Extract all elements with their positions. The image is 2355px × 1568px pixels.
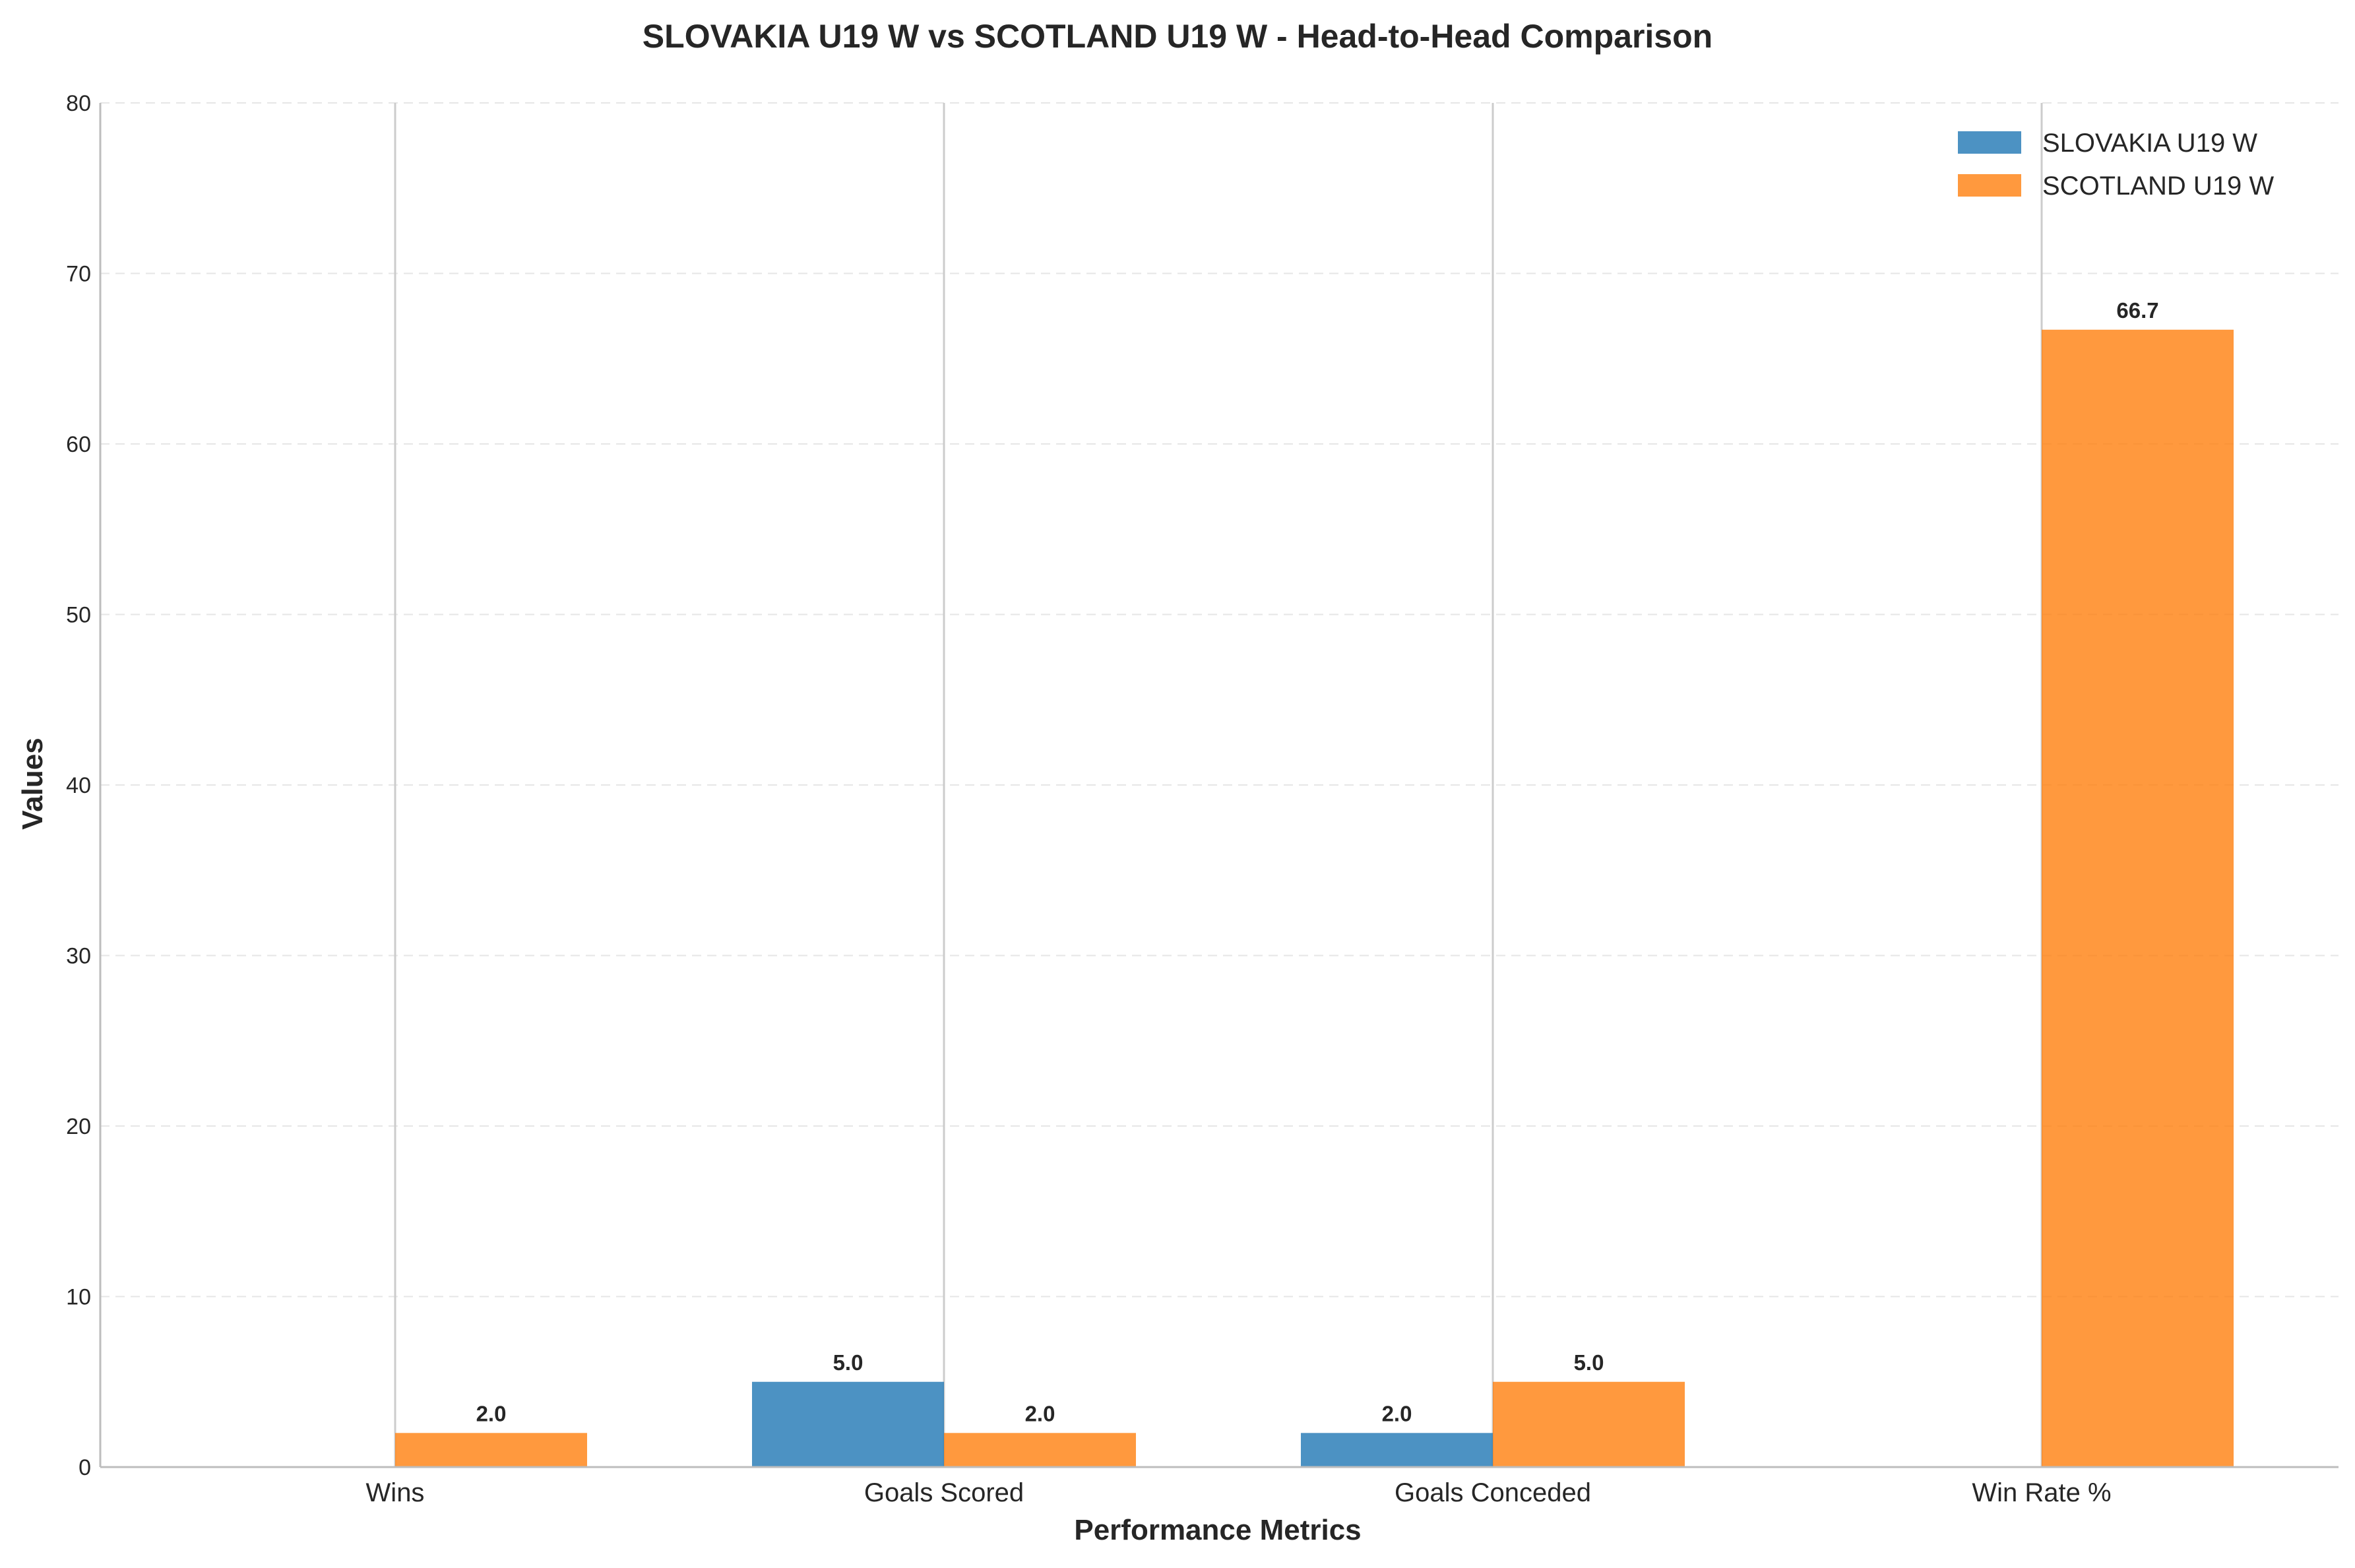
bar-1-2 bbox=[1493, 1381, 1685, 1467]
y-tick-label: 40 bbox=[66, 773, 91, 798]
x-tick-label: Goals Scored bbox=[864, 1478, 1024, 1507]
y-tick-label: 70 bbox=[66, 262, 91, 287]
data-label: 66.7 bbox=[2116, 298, 2158, 323]
data-label: 2.0 bbox=[476, 1401, 507, 1426]
chart-title: SLOVAKIA U19 W vs SCOTLAND U19 W - Head-… bbox=[643, 18, 1712, 55]
data-label: 2.0 bbox=[1382, 1401, 1412, 1426]
y-axis-title: Values bbox=[16, 737, 49, 829]
grid-layer bbox=[100, 102, 2339, 1298]
data-label: 2.0 bbox=[1025, 1401, 1055, 1426]
legend-label-slovakia: SLOVAKIA U19 W bbox=[2042, 129, 2257, 158]
legend-swatch-scotland bbox=[1958, 174, 2021, 197]
bar-0-1 bbox=[752, 1381, 944, 1467]
x-tick-label: Wins bbox=[366, 1478, 425, 1507]
bar-0-2 bbox=[1301, 1433, 1493, 1467]
y-tick-label: 20 bbox=[66, 1114, 91, 1139]
bar-1-1 bbox=[944, 1433, 1136, 1467]
y-tick-label: 60 bbox=[66, 432, 91, 457]
y-tick-label: 50 bbox=[66, 603, 91, 628]
x-axis-title: Performance Metrics bbox=[1074, 1514, 1361, 1546]
legend: SLOVAKIA U19 W SCOTLAND U19 W bbox=[1958, 129, 2274, 201]
x-tick-label: Goals Conceded bbox=[1395, 1478, 1591, 1507]
bar-1-0 bbox=[395, 1433, 587, 1467]
legend-swatch-slovakia bbox=[1958, 131, 2021, 154]
category-lines bbox=[394, 103, 2043, 1467]
y-tick-label: 80 bbox=[66, 91, 91, 116]
bar-1-3 bbox=[2042, 329, 2234, 1468]
data-labels: 5.0 2.0 2.0 2.0 5.0 66.7 bbox=[476, 298, 2159, 1426]
y-tick-label: 0 bbox=[78, 1455, 91, 1480]
data-label: 5.0 bbox=[1574, 1350, 1604, 1375]
bars bbox=[395, 329, 2234, 1468]
y-tick-label: 30 bbox=[66, 944, 91, 969]
x-tick-label: Win Rate % bbox=[1972, 1478, 2111, 1507]
legend-label-scotland: SCOTLAND U19 W bbox=[2042, 172, 2274, 201]
y-tick-label: 10 bbox=[66, 1285, 91, 1310]
data-label: 5.0 bbox=[833, 1350, 864, 1375]
axes: 0 10 20 30 40 50 60 70 80 Wins Goals Scored Goals C… bbox=[66, 91, 2339, 1507]
